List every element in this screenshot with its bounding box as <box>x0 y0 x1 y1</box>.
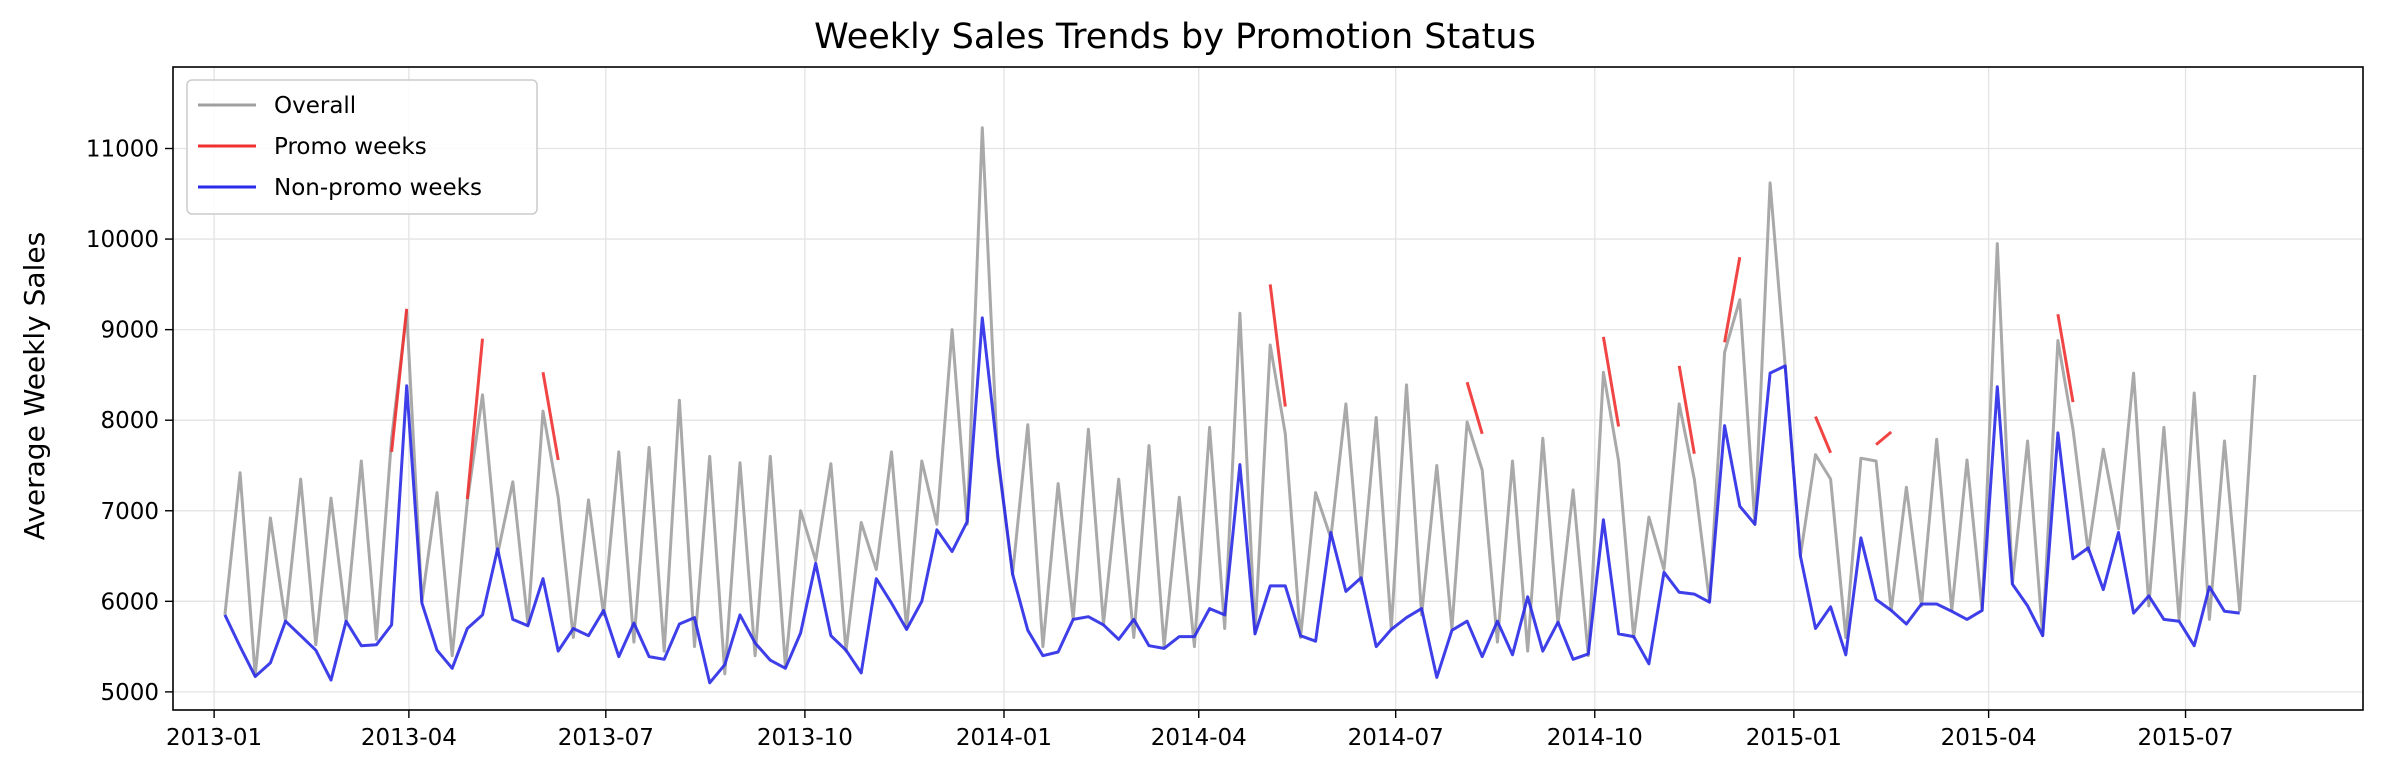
y-axis-label: Average Weekly Sales <box>18 232 51 540</box>
y-axis-ticks: 5000 6000 7000 8000 9000 10000 11000 <box>86 137 173 706</box>
promo-series-segment <box>1814 416 1832 454</box>
series-lines <box>223 126 2257 685</box>
x-tick-label: 2015-04 <box>1941 725 2037 751</box>
y-tick-label: 6000 <box>100 589 159 615</box>
promo-series-segment <box>1677 365 1696 454</box>
y-tick-label: 9000 <box>100 318 159 344</box>
legend-box <box>186 79 538 215</box>
x-tick-label: 2013-04 <box>361 725 457 751</box>
legend-label-promo: Promo weeks <box>274 134 427 160</box>
y-tick-label: 11000 <box>86 137 159 163</box>
plot-frame <box>172 66 2364 711</box>
y-tick-label: 10000 <box>86 227 159 253</box>
promo-series-segment <box>1465 381 1484 435</box>
x-tick-label: 2014-10 <box>1547 725 1643 751</box>
promo-series-segment <box>2056 313 2075 403</box>
promo-series-segment <box>1723 256 1742 343</box>
promo-series-segment <box>541 371 560 461</box>
promo-series-segment <box>390 308 409 453</box>
x-tick-label: 2013-07 <box>558 725 654 751</box>
x-tick-label: 2014-01 <box>956 725 1052 751</box>
x-tick-label: 2013-10 <box>757 725 853 751</box>
x-tick-label: 2015-01 <box>1746 725 1842 751</box>
y-tick-label: 7000 <box>100 499 159 525</box>
legend: Overall Promo weeks Non-promo weeks <box>186 79 538 215</box>
promo-series-segment <box>465 338 484 500</box>
overall-series-line <box>223 126 2257 678</box>
x-axis-ticks: 2013-01 2013-04 2013-07 2013-10 2014-01 2014-… <box>166 710 2234 751</box>
y-tick-label: 5000 <box>100 680 159 706</box>
x-tick-label: 2014-07 <box>1348 725 1444 751</box>
x-tick-label: 2014-04 <box>1151 725 1247 751</box>
promo-series-segment <box>1268 284 1287 407</box>
y-tick-label: 8000 <box>100 408 159 434</box>
legend-label-overall: Overall <box>274 93 356 119</box>
x-tick-label: 2013-01 <box>166 725 262 751</box>
legend-label-non-promo: Non-promo weeks <box>274 175 482 201</box>
promo-series-segment <box>1601 336 1621 427</box>
x-tick-label: 2015-07 <box>2137 725 2233 751</box>
promo-series-segment <box>1875 430 1893 446</box>
chart-title: Weekly Sales Trends by Promotion Status <box>814 17 1536 57</box>
non-promo-series-line <box>223 316 2240 685</box>
